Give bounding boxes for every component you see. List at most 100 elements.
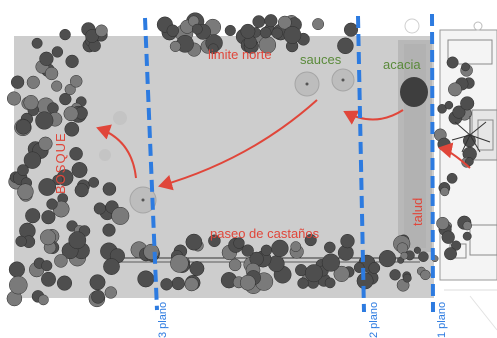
tree [74,183,89,198]
tree [95,24,108,38]
tree [35,111,54,130]
tree [68,231,87,250]
tree [26,75,40,89]
acacia-tree [400,77,428,107]
tree [437,104,447,114]
arrow-sauces-to-bosque-tree [158,99,318,191]
tree [233,237,245,249]
tree [400,251,409,260]
tree [23,95,39,111]
plan-line-1 [430,13,435,313]
tree [160,278,173,291]
tree [40,229,56,246]
tree [44,66,59,81]
tree [413,246,421,254]
label-plano-2: 2 plano [368,301,380,338]
tree [17,164,29,176]
tree [451,240,462,251]
tree [444,100,454,110]
tree [312,18,325,31]
tree [462,221,472,231]
tree [170,254,189,273]
tree [208,234,221,248]
tree [441,230,455,244]
tree [271,239,289,258]
label-talud: talud [410,197,425,226]
label-acacia: acacia [383,57,421,72]
tree [420,269,431,281]
tree [460,96,475,111]
tree [23,151,42,169]
tree [184,277,199,292]
tree-cluster [6,12,477,308]
tree [69,147,83,161]
tree [185,233,203,251]
tree [444,247,457,261]
tree [465,157,474,166]
tree [271,27,283,39]
tree [38,294,49,306]
tree [304,234,317,247]
tree [228,258,242,272]
tree [436,216,450,230]
tree [38,178,57,196]
plan-line-3 [143,17,159,311]
tree [65,54,79,69]
tree [111,206,130,225]
tree [46,198,58,210]
tree [137,270,155,288]
tree [297,277,309,289]
tree [52,174,63,186]
tree [259,26,272,39]
tree [9,275,28,295]
tree [104,286,117,299]
tree [47,102,59,114]
tree [89,274,106,291]
tree [340,233,355,249]
tree [102,182,117,196]
tree [10,75,25,89]
tree [91,289,105,304]
tree [15,119,32,135]
tree [88,177,100,188]
tree [241,244,254,257]
tree [240,274,256,291]
tree [56,275,73,291]
tree [343,22,359,37]
tree [41,271,56,287]
tree [6,91,22,106]
tree [283,26,302,44]
arrow-to-bosque [96,124,137,179]
tree [17,183,34,200]
label-bosque: BOSQUE [53,132,68,194]
tree [461,62,470,72]
tree [169,40,181,52]
tree [38,136,53,151]
tree [324,241,336,254]
tree [59,28,71,41]
tree [337,37,354,55]
tree [41,210,56,225]
label-paseo: paseo de castaños [210,226,320,241]
tree [378,250,396,268]
tree [191,23,203,35]
tree [54,254,68,268]
tree [418,251,429,262]
tree [8,261,25,278]
tree [51,46,64,58]
tree [252,15,266,28]
plan-line-2 [356,15,366,313]
tree [264,14,278,28]
tree [39,51,54,66]
tree [166,24,179,37]
tree [63,106,79,122]
arrow-house-to-talud [438,142,471,169]
tree [51,80,63,92]
tree [324,277,336,289]
tree [69,75,83,88]
tree [321,253,340,272]
tree [260,244,273,256]
tree [402,273,412,283]
tree [41,260,53,272]
